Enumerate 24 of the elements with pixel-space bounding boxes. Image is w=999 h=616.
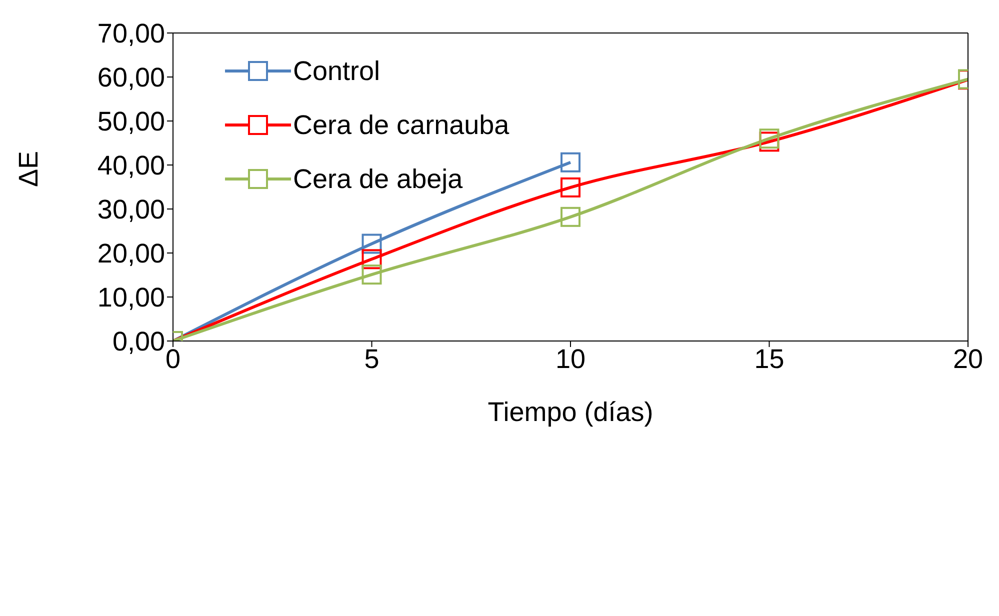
legend-label: Control [293,56,380,86]
point [362,234,382,254]
x-tick-label: 10 [555,344,586,374]
x-tick-label: 5 [364,344,380,374]
point [362,264,382,285]
y-tick-label: 10,00 [97,282,165,313]
y-tick-label: 30,00 [97,194,165,225]
point [560,177,580,198]
y-tick-label: 60,00 [97,62,165,93]
y-tick-label: 20,00 [97,238,165,269]
y-axis-title: ΔE [14,150,44,187]
legend-label: Cera de abeja [293,164,463,194]
legend-label: Cera de carnauba [293,110,510,140]
y-tick-label: 0,00 [112,326,165,357]
x-axis-title: Tiempo (días) [488,397,654,427]
y-tick-label: 70,00 [97,18,165,49]
x-tick-label: 20 [952,344,984,374]
y-tick-label: 40,00 [97,150,165,181]
x-tick-label: 15 [754,344,784,374]
point [362,249,382,270]
point [560,152,580,172]
x-tick-label: 0 [165,344,181,374]
y-tick-label: 50,00 [97,106,165,137]
point [560,206,580,227]
